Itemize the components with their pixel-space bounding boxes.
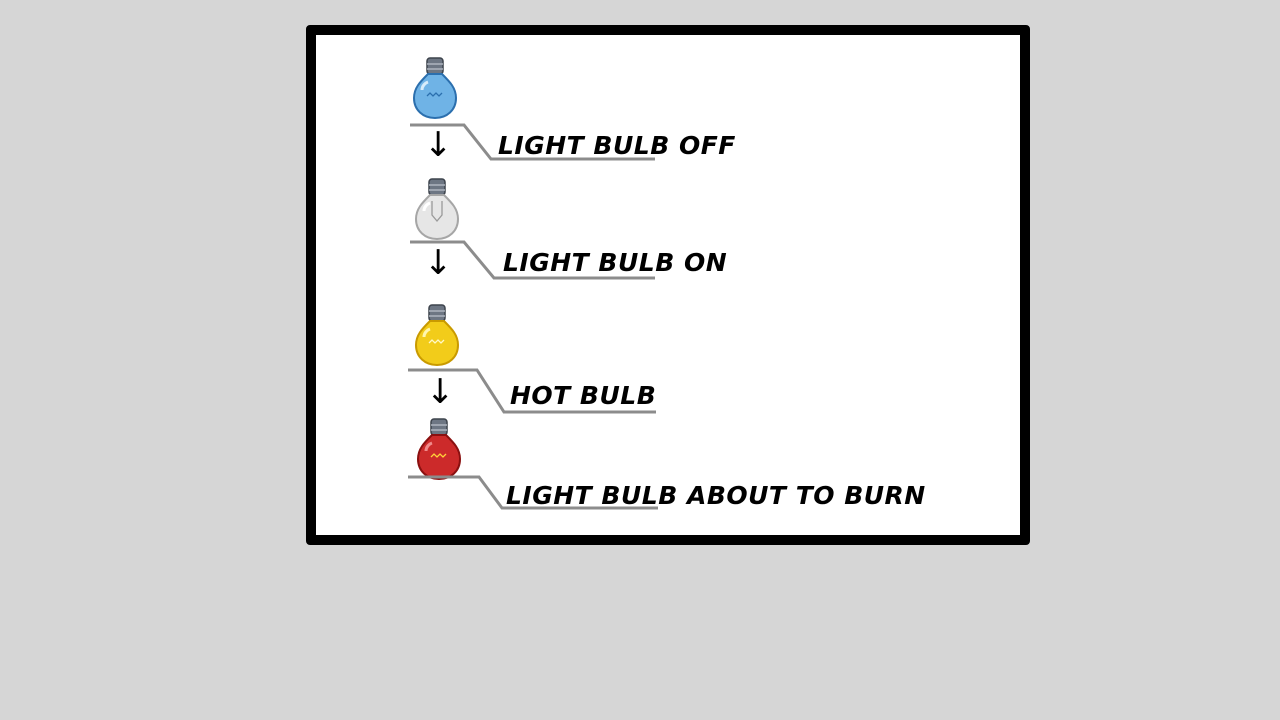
transition-arrow: ↓ [424,125,453,165]
state-label: LIGHT BULB ABOUT TO BURN [506,481,926,510]
transition-arrow: ↓ [426,372,455,412]
state-label: LIGHT BULB OFF [498,131,736,160]
bulb-about-to-burn-icon [416,418,462,481]
label-connector [408,368,656,414]
label-connector [408,475,658,510]
state-label: HOT BULB [510,381,657,410]
label-connector [410,240,655,280]
state-label: LIGHT BULB ON [503,248,728,277]
transition-arrow: ↓ [424,243,453,283]
hot-bulb-icon [414,304,460,367]
light-bulb-off-icon [412,57,458,120]
label-connector [410,123,655,161]
light-bulb-on-icon [414,178,460,241]
